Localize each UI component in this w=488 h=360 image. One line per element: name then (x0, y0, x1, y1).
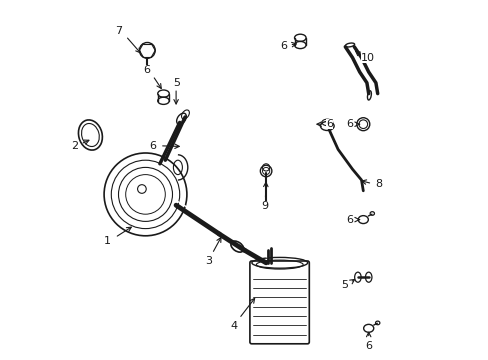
Text: 6: 6 (325, 119, 332, 129)
Text: 5: 5 (341, 280, 347, 291)
Text: 6: 6 (279, 41, 286, 51)
Text: 6: 6 (149, 141, 156, 151)
Text: 4: 4 (230, 321, 237, 331)
Text: 1: 1 (104, 236, 111, 246)
Text: 6: 6 (346, 119, 353, 129)
Text: 6: 6 (143, 65, 150, 75)
Text: 7: 7 (115, 26, 122, 36)
Text: 9: 9 (261, 201, 268, 211)
FancyBboxPatch shape (249, 261, 309, 344)
Text: 6: 6 (346, 215, 353, 225)
Text: 10: 10 (360, 53, 374, 63)
Text: 5: 5 (173, 78, 180, 88)
Text: 3: 3 (204, 256, 212, 266)
Circle shape (104, 153, 186, 236)
Text: 6: 6 (365, 341, 371, 351)
Text: 2: 2 (71, 141, 78, 151)
Text: 8: 8 (374, 179, 382, 189)
